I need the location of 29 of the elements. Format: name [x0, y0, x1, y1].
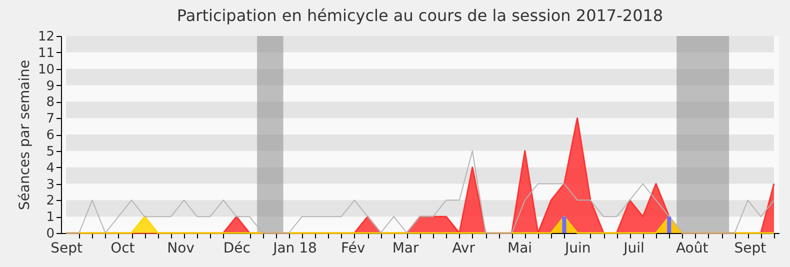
y-tick-label: 10: [38, 62, 54, 78]
x-tick-label: Juil: [622, 240, 644, 256]
y-axis-title: Séances par semaine: [16, 60, 33, 210]
y-tick-label: 7: [46, 112, 54, 127]
x-tick-label: Mar: [392, 240, 419, 256]
x-tick-label: Fév: [340, 240, 366, 256]
y-tick-label: 3: [46, 177, 54, 192]
y-tick-label: 8: [46, 95, 54, 110]
x-tick-label: Sept: [50, 240, 83, 256]
line-series: [66, 150, 774, 234]
x-tick-label: Juin: [564, 240, 591, 256]
y-tick-label: 0: [46, 226, 54, 242]
x-tick-label: Jan 18: [272, 240, 317, 256]
y-tick-label: 4: [46, 160, 54, 176]
x-tick-label: Oct: [110, 240, 136, 256]
chart-title: Participation en hémicycle au cours de la session 2017-2018: [176, 6, 664, 25]
y-tick-label: 12: [38, 30, 54, 44]
y-tick-label: 6: [46, 128, 54, 143]
x-tick-label: Mai: [507, 240, 532, 256]
y-tick-label: 2: [46, 194, 54, 209]
x-tick-label: Sept: [734, 240, 767, 256]
y-tick-label: 11: [38, 46, 54, 61]
x-tick-label: Déc: [223, 240, 250, 256]
x-tick-label: Août: [676, 240, 709, 256]
x-tick-label: Avr: [452, 240, 476, 256]
y-tick-label: 5: [46, 144, 54, 160]
y-tick-label: 1: [46, 210, 54, 226]
y-tick-label: 9: [46, 78, 54, 94]
x-tick-label: Nov: [167, 240, 194, 256]
